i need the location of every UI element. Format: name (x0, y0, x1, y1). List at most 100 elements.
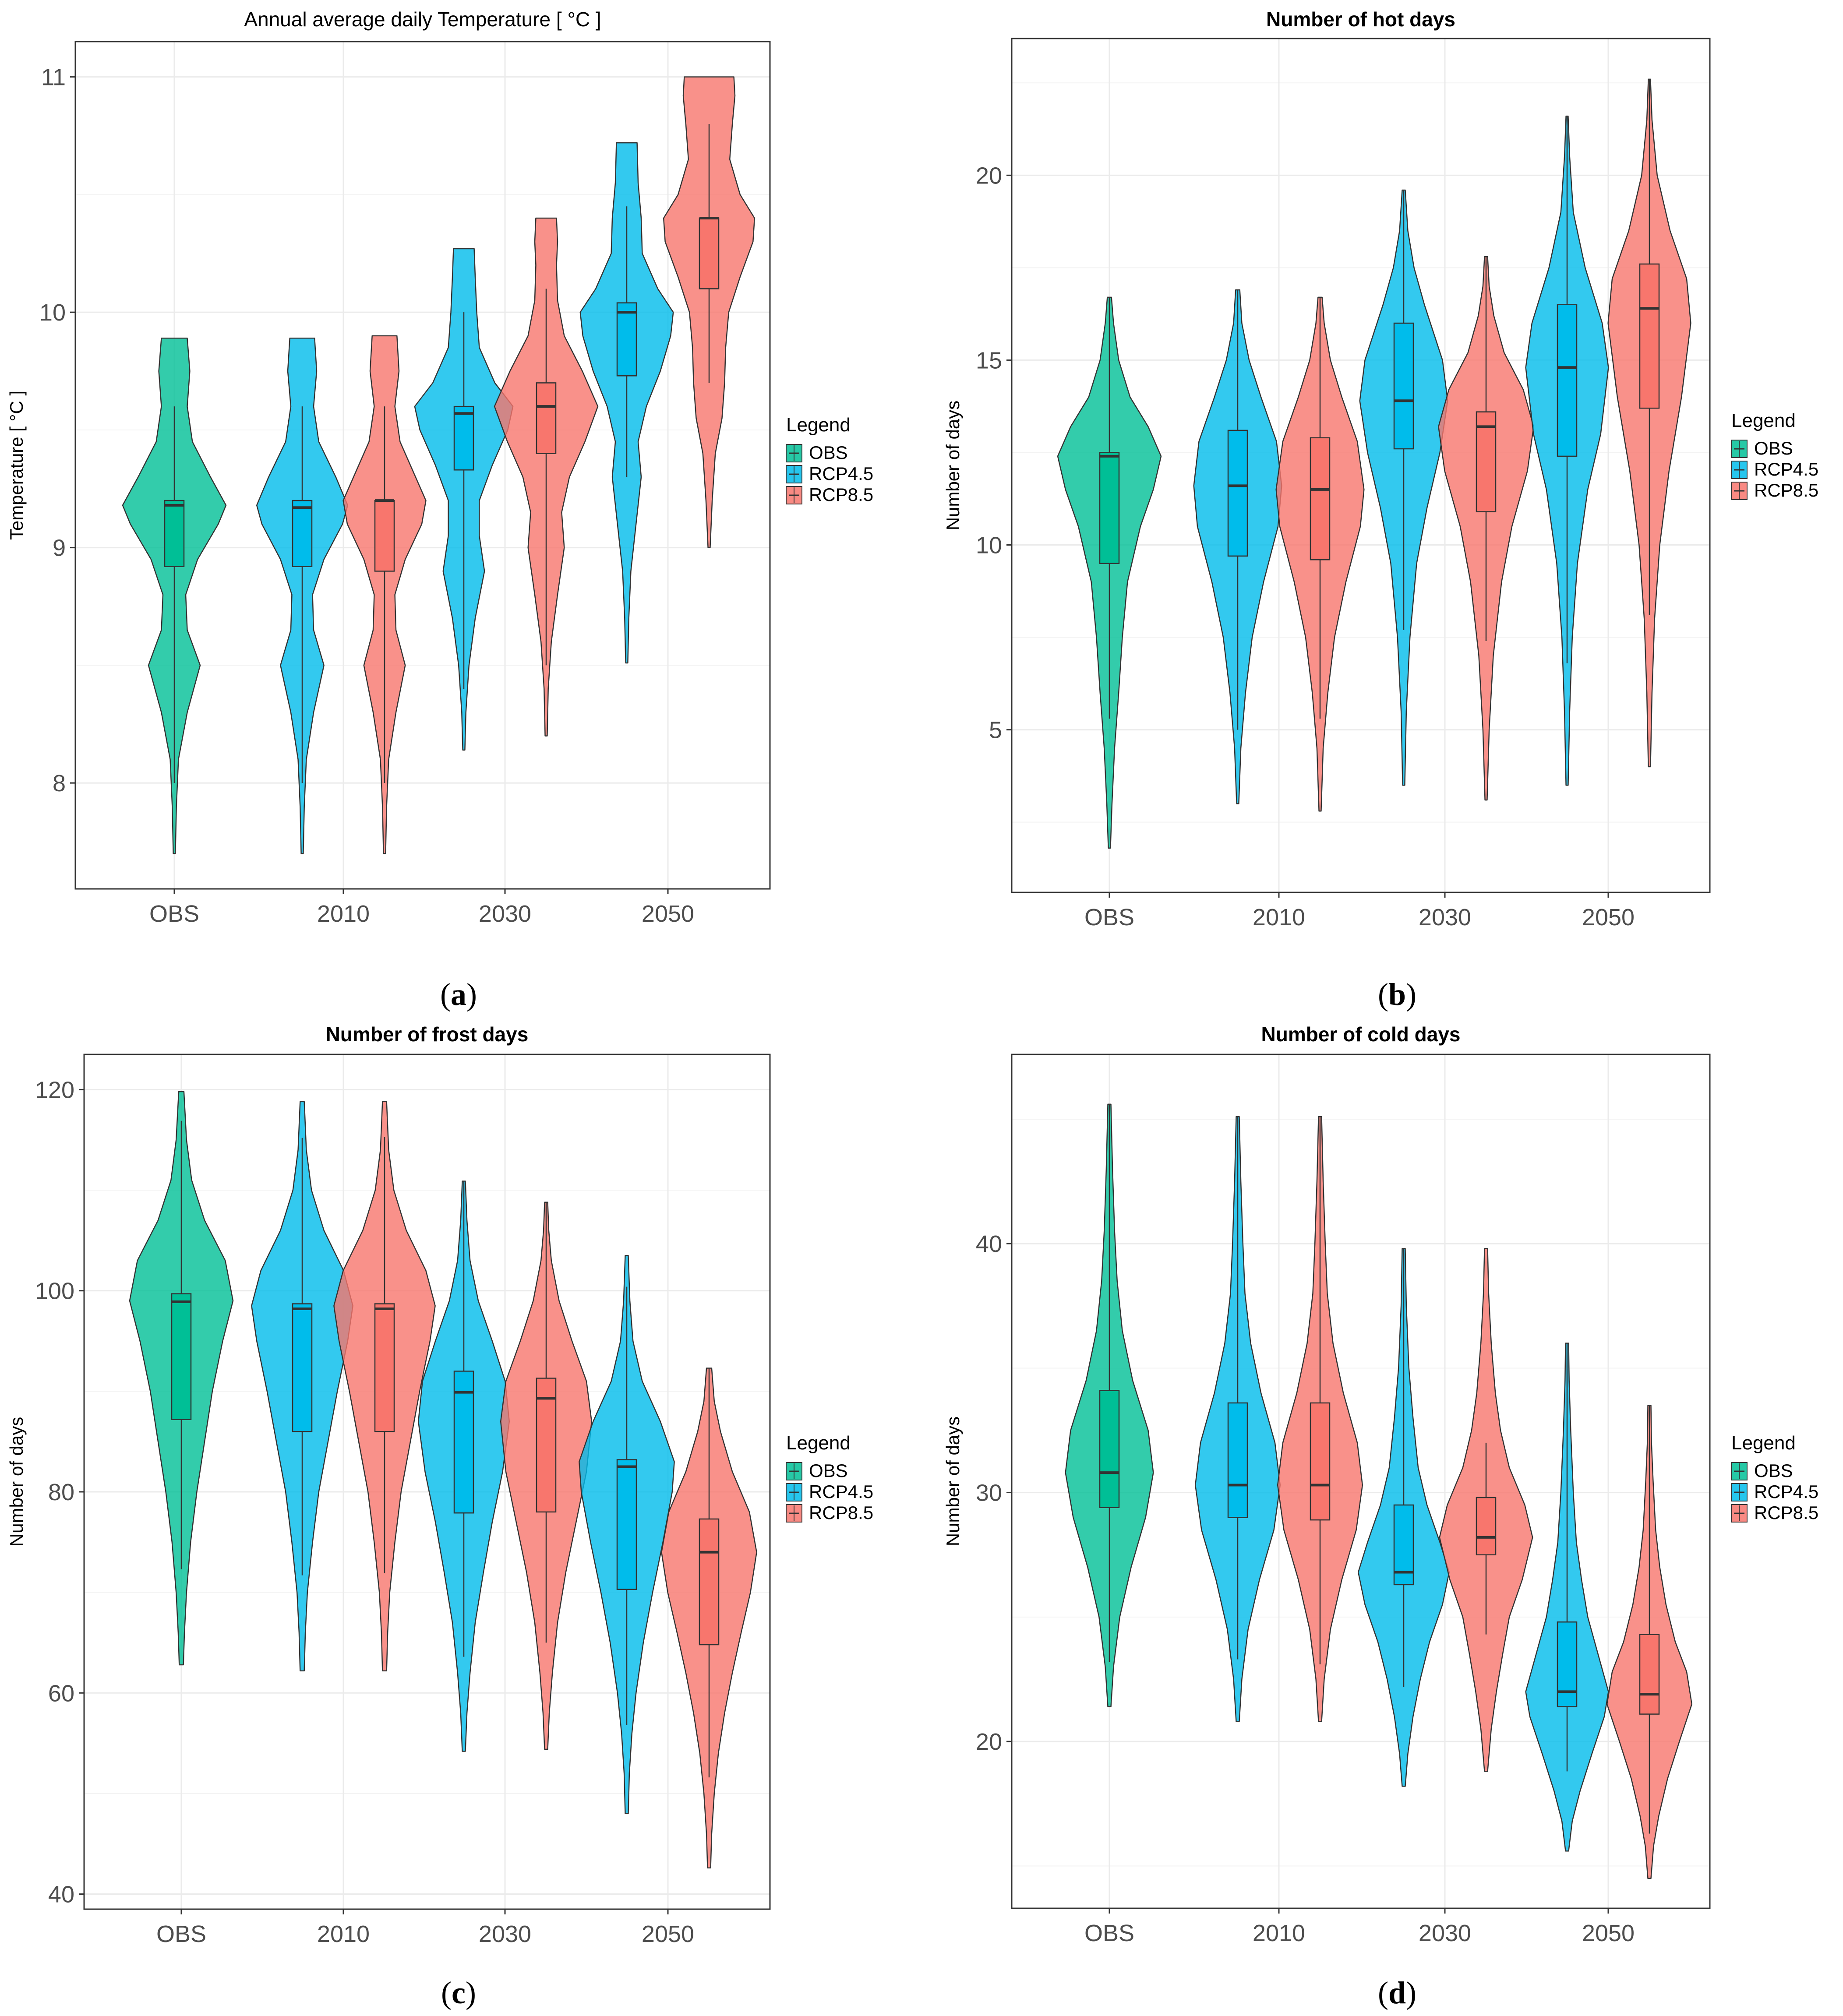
legend-title: Legend (786, 1432, 851, 1454)
panel-border (1011, 1054, 1711, 1909)
x-tick-label: 2010 (317, 1921, 370, 1947)
legend-title: Legend (786, 414, 851, 436)
x-tick-label: OBS (156, 1921, 206, 1947)
panel-border (74, 41, 771, 890)
legend-key-obs: OBS (786, 1460, 848, 1481)
legend-label: RCP4.5 (1754, 459, 1818, 479)
violin-rcp45-2010 (1193, 289, 1282, 804)
x-tick-label: OBS (1084, 1920, 1134, 1946)
box (1099, 452, 1120, 564)
y-axis-label: Number of days (943, 401, 963, 530)
legend-key-obs: OBS (1731, 438, 1793, 458)
x-tick-label: 2050 (642, 901, 694, 927)
y-tick-label: 9 (53, 535, 66, 561)
violin-rcp85-2050 (1606, 1405, 1693, 1879)
box (1557, 1621, 1578, 1707)
violin-obs-obs (1057, 296, 1162, 849)
y-tick-label: 5 (989, 717, 1002, 744)
legend-key-rcp85: RCP8.5 (1731, 1502, 1818, 1523)
panel-border (1011, 38, 1711, 893)
box (1393, 322, 1414, 450)
legend-label: OBS (809, 1460, 848, 1481)
y-tick-label: 11 (41, 64, 66, 91)
violin-rcp85-2030 (1439, 1248, 1533, 1772)
violin-rcp45-2050 (579, 1255, 675, 1815)
panel-border (83, 1054, 771, 1910)
y-tick-label: 15 (976, 347, 1002, 374)
violin-rcp85-2010 (1275, 296, 1365, 812)
box (1557, 304, 1578, 457)
violin-rcp45-2050 (1525, 1343, 1609, 1852)
y-tick-label: 100 (35, 1278, 74, 1304)
x-tick-label: 2030 (479, 901, 531, 927)
legend-label: RCP4.5 (809, 463, 873, 484)
violin-rcp85-2050 (1607, 78, 1691, 768)
box (536, 382, 557, 454)
chart-title: Number of hot days (1266, 8, 1455, 31)
violin-rcp85-2030 (1438, 256, 1534, 801)
panel-b: 5 10 15 20 OBS 2010 2030 2050 Number of hot days… (943, 8, 1818, 1012)
violin-rcp45-2030 (414, 248, 514, 751)
box (536, 1378, 557, 1513)
legend-label: RCP4.5 (809, 1481, 873, 1502)
y-tick-label: 20 (976, 1729, 1002, 1755)
box (1310, 437, 1331, 560)
x-tick-label: OBS (149, 901, 199, 927)
x-tick-label: 2030 (1419, 904, 1471, 930)
violin-rcp45-2030 (1357, 1248, 1450, 1787)
legend-key-rcp85: RCP8.5 (1731, 480, 1818, 500)
box (1099, 1390, 1120, 1508)
box (616, 302, 637, 377)
legend-label: RCP8.5 (809, 1502, 873, 1523)
x-tick-label: 2050 (1582, 904, 1635, 930)
legend-title: Legend (1731, 410, 1796, 431)
x-tick-label: 2010 (317, 901, 370, 927)
chart-title: Number of frost days (326, 1023, 529, 1046)
y-tick-label: 10 (39, 300, 66, 326)
box (374, 500, 395, 572)
legend-key-obs: OBS (1731, 1460, 1793, 1481)
panel-a: 8 9 10 11 OBS 2010 2030 2050 Annual average dail… (6, 8, 873, 1012)
violin-rcp45-2010 (251, 1101, 353, 1671)
violin-obs-obs (1065, 1103, 1154, 1707)
y-axis-label: Temperature [ °C ] (6, 391, 27, 540)
panel-caption: (c) (441, 1975, 476, 2010)
x-tick-label: 2010 (1253, 904, 1305, 930)
y-tick-label: 40 (48, 1882, 74, 1908)
violin-rcp85-2010 (342, 335, 427, 854)
legend-key-rcp85: RCP8.5 (786, 484, 873, 505)
box (1476, 1497, 1497, 1555)
box (1227, 1402, 1248, 1518)
x-tick-label: 2030 (1419, 1920, 1471, 1946)
chart-title: Annual average daily Temperature [ °C ] (244, 8, 601, 31)
legend-key-rcp45: RCP4.5 (786, 1481, 873, 1502)
box (292, 1303, 313, 1432)
box (171, 1293, 192, 1420)
violin-rcp85-2050 (663, 76, 756, 548)
y-tick-label: 40 (976, 1231, 1002, 1257)
legend-key-rcp45: RCP4.5 (1731, 1481, 1818, 1502)
x-tick-label: 2030 (479, 1921, 531, 1947)
x-tick-label: OBS (1084, 904, 1134, 930)
chart-title: Number of cold days (1261, 1023, 1461, 1046)
panel-caption: (a) (440, 977, 477, 1012)
violin-rcp45-2030 (1359, 189, 1448, 786)
legend-key-rcp45: RCP4.5 (786, 463, 873, 484)
y-tick-label: 80 (48, 1479, 74, 1505)
box (292, 500, 313, 567)
violin-rcp85-2030 (494, 217, 599, 737)
box (164, 500, 185, 567)
box (1639, 263, 1660, 409)
legend-label: RCP8.5 (1754, 480, 1818, 500)
box (453, 1371, 474, 1514)
x-tick-label: 2050 (1582, 1920, 1635, 1946)
legend-title: Legend (1731, 1432, 1796, 1454)
y-tick-label: 30 (976, 1480, 1002, 1506)
violin-rcp45-2050 (1525, 116, 1609, 786)
panel-caption: (b) (1378, 977, 1416, 1012)
